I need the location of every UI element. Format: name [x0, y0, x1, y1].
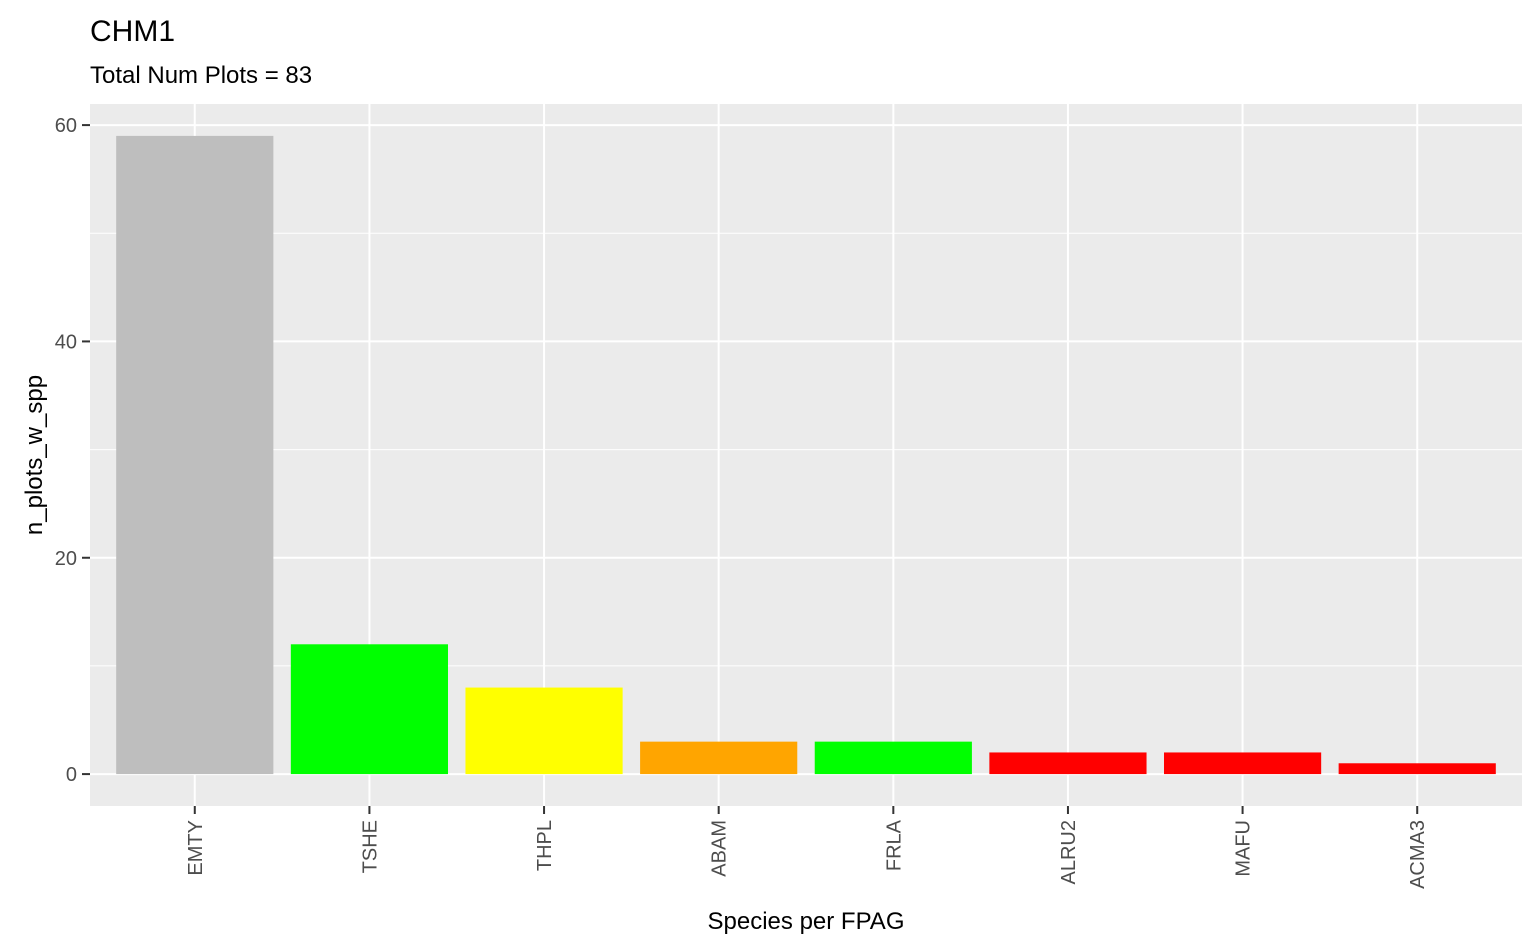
bar-mafu	[1164, 752, 1322, 775]
y-tick-label: 20	[55, 548, 77, 570]
x-tick-label: FRLA	[883, 819, 905, 871]
bar-frla	[814, 741, 972, 775]
bar-tshe	[290, 644, 448, 775]
y-tick-label: 40	[55, 331, 77, 353]
bar-alru2	[989, 752, 1147, 775]
y-axis: 0 20 40 60	[55, 115, 90, 786]
bar-abam	[640, 741, 798, 775]
y-tick-label: 0	[66, 764, 77, 786]
x-axis-title: Species per FPAG	[708, 908, 905, 935]
x-tick-label: EMTY	[185, 820, 207, 876]
bars	[116, 135, 1496, 775]
bar-thpl	[465, 687, 623, 775]
x-tick-label: MAFU	[1233, 820, 1255, 877]
chart-title: CHM1	[90, 15, 175, 48]
x-tick-label: TSHE	[359, 820, 381, 873]
x-tick-label: THPL	[534, 820, 556, 871]
chart-subtitle: Total Num Plots = 83	[90, 62, 312, 89]
y-axis-title: n_plots_w_spp	[21, 375, 48, 535]
x-axis: EMTY TSHE THPL ABAM FRLA ALRU2 MAFU ACMA3	[185, 806, 1429, 889]
x-tick-label: ACMA3	[1407, 820, 1429, 889]
x-tick-label: ALRU2	[1058, 820, 1080, 884]
bar-emty	[116, 135, 274, 775]
x-tick-label: ABAM	[709, 820, 731, 877]
bar-acma3	[1338, 763, 1496, 775]
y-tick-label: 60	[55, 115, 77, 137]
